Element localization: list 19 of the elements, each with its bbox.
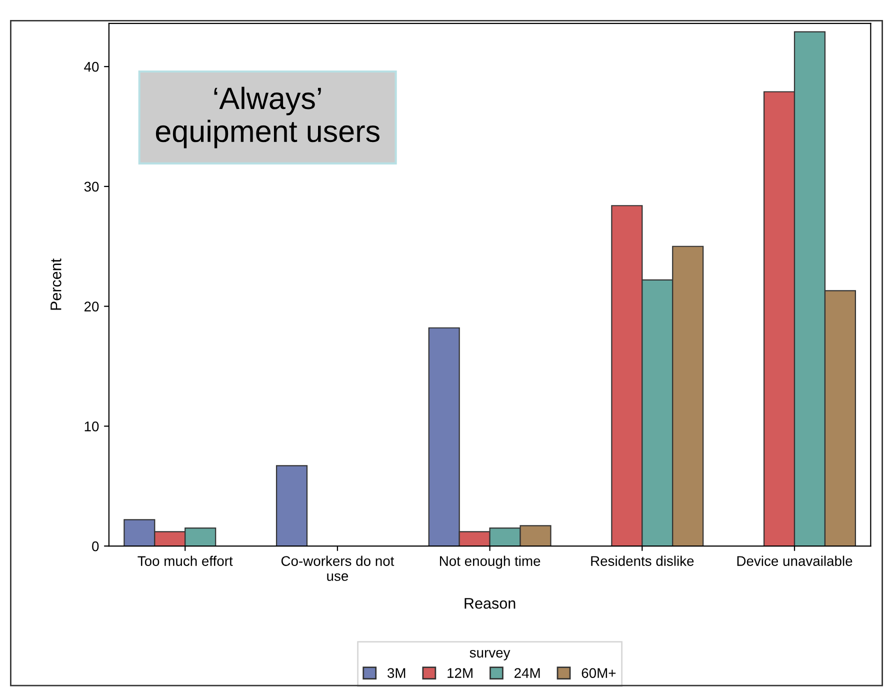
y-tick-label: 30: [84, 182, 99, 192]
annotation: ‘Always’ equipment users: [156, 86, 380, 148]
x-tick-label: Not enough time: [440, 556, 540, 569]
y-tick-label: 0: [92, 541, 99, 552]
y-axis-title: Percent: [50, 258, 62, 310]
legend-label: 60M+: [582, 668, 616, 678]
legend-label: 12M: [448, 668, 472, 678]
x-tick-label: Device unavailable: [737, 556, 852, 566]
legend-label: 24M: [514, 668, 540, 678]
legend-label: 3M: [388, 668, 406, 678]
y-tick-label: 40: [84, 62, 99, 72]
x-axis-title: Reason: [464, 598, 516, 609]
y-tick-label: 10: [84, 422, 99, 432]
x-tick-label: Co-workers do not use: [281, 556, 394, 581]
x-tick-label: Residents dislike: [591, 556, 694, 566]
legend-title: survey: [470, 650, 510, 660]
x-tick-label: Too much effort: [138, 556, 233, 566]
y-tick-label: 20: [84, 302, 99, 312]
bar: [276, 465, 308, 546]
